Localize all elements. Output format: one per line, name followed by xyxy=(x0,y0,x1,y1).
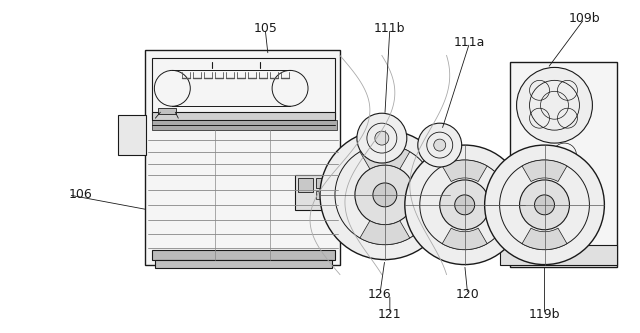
Bar xyxy=(495,160,513,210)
Bar xyxy=(145,51,340,265)
Bar xyxy=(118,115,147,155)
Circle shape xyxy=(355,165,415,225)
Text: 121: 121 xyxy=(378,308,402,321)
Circle shape xyxy=(375,131,389,145)
Wedge shape xyxy=(522,160,567,181)
Text: 105: 105 xyxy=(253,22,277,35)
Wedge shape xyxy=(360,145,410,169)
Bar xyxy=(298,178,313,192)
Bar xyxy=(295,175,333,210)
Text: 119b: 119b xyxy=(529,308,560,321)
Circle shape xyxy=(520,180,570,230)
Circle shape xyxy=(484,145,604,265)
Text: 106: 106 xyxy=(68,188,92,201)
Bar xyxy=(152,250,335,260)
Text: 120: 120 xyxy=(456,288,479,301)
Bar xyxy=(500,245,618,265)
Wedge shape xyxy=(442,228,487,250)
Circle shape xyxy=(357,113,407,163)
Wedge shape xyxy=(522,228,567,250)
Bar xyxy=(152,120,337,130)
Circle shape xyxy=(440,180,490,230)
Bar xyxy=(316,178,330,188)
Text: 109b: 109b xyxy=(568,12,600,25)
Text: 111a: 111a xyxy=(454,36,485,49)
Circle shape xyxy=(373,183,397,207)
Circle shape xyxy=(516,67,593,143)
Text: 111b: 111b xyxy=(374,22,406,35)
Text: 126: 126 xyxy=(368,288,392,301)
Bar xyxy=(152,59,335,118)
Bar xyxy=(316,191,330,199)
Wedge shape xyxy=(442,160,487,181)
Circle shape xyxy=(405,145,525,265)
Circle shape xyxy=(418,123,461,167)
Circle shape xyxy=(434,139,445,151)
Bar xyxy=(158,108,176,114)
Bar xyxy=(156,260,332,268)
Bar xyxy=(152,112,335,120)
Bar xyxy=(509,62,618,267)
Circle shape xyxy=(320,130,450,260)
Circle shape xyxy=(454,195,475,215)
Circle shape xyxy=(534,195,554,215)
Wedge shape xyxy=(360,221,410,245)
